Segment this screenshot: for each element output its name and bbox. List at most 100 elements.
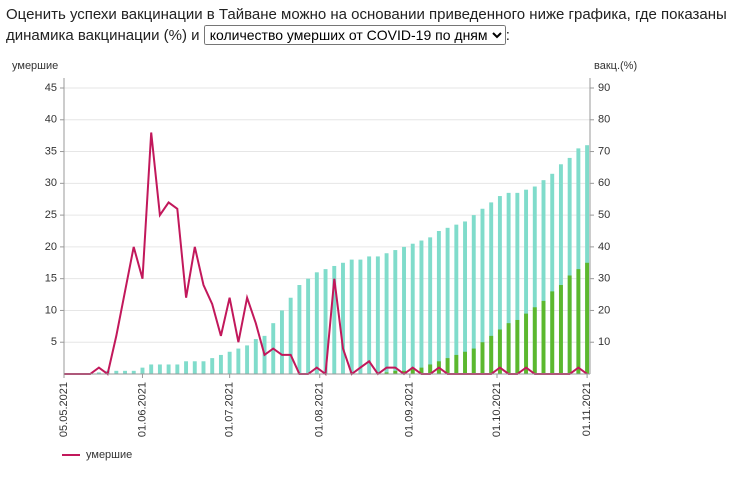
bar xyxy=(140,367,145,374)
bar xyxy=(157,364,162,374)
bar xyxy=(567,157,572,374)
bar xyxy=(279,310,284,374)
y2-tick-label: 10 xyxy=(598,336,610,348)
bar xyxy=(515,192,520,374)
y2-tick-label: 80 xyxy=(598,114,610,126)
y-tick-label: 10 xyxy=(45,304,57,316)
intro-end: : xyxy=(505,27,510,44)
legend-label: умершие xyxy=(86,449,132,461)
bar xyxy=(541,180,546,374)
bar xyxy=(550,291,555,374)
bar xyxy=(131,370,136,374)
bar xyxy=(497,196,502,374)
x-tick-label: 01.10.2021 xyxy=(491,382,503,437)
y2-tick-label: 60 xyxy=(598,177,610,189)
bar xyxy=(506,192,511,374)
bar xyxy=(245,345,250,374)
bar xyxy=(149,364,154,374)
bar xyxy=(585,262,590,374)
bar xyxy=(393,370,398,374)
x-tick-label: 01.09.2021 xyxy=(404,382,416,437)
bar xyxy=(436,231,441,374)
bar xyxy=(210,358,215,374)
bar xyxy=(367,256,372,374)
bar xyxy=(332,265,337,374)
bar xyxy=(96,372,101,374)
y2-tick-label: 40 xyxy=(598,241,610,253)
bar xyxy=(253,339,258,374)
y-axis-label: умершие xyxy=(12,60,58,72)
bar xyxy=(515,319,520,374)
bar xyxy=(166,364,171,374)
y-tick-label: 40 xyxy=(45,114,57,126)
bar xyxy=(288,297,293,374)
bar xyxy=(349,259,354,374)
bar xyxy=(576,148,581,374)
bar xyxy=(323,269,328,374)
bar xyxy=(375,256,380,374)
bar xyxy=(384,372,389,374)
bar xyxy=(192,361,197,374)
x-tick-label: 01.11.2021 xyxy=(581,382,593,436)
y-tick-label: 35 xyxy=(45,145,57,157)
bar xyxy=(550,173,555,374)
bar xyxy=(428,237,433,374)
bar xyxy=(419,367,424,374)
bar xyxy=(463,351,468,374)
bar xyxy=(410,243,415,374)
bar xyxy=(524,189,529,374)
bar xyxy=(558,164,563,374)
bar xyxy=(384,253,389,374)
header: Оценить успехи вакцинации в Тайване можн… xyxy=(6,4,734,46)
y2-tick-label: 30 xyxy=(598,273,610,285)
bar xyxy=(585,145,590,374)
bar xyxy=(454,224,459,374)
bar xyxy=(175,364,180,374)
bar xyxy=(471,348,476,374)
bar xyxy=(123,370,127,374)
bar xyxy=(524,313,529,374)
bar xyxy=(471,215,476,374)
metric-select[interactable]: количество умерших от COVID-19 по дням xyxy=(203,25,506,45)
y-tick-label: 5 xyxy=(51,336,57,348)
bar xyxy=(567,275,572,374)
y-tick-label: 45 xyxy=(45,82,57,94)
bar xyxy=(114,370,119,374)
bar xyxy=(445,358,450,374)
y-tick-label: 20 xyxy=(45,241,57,253)
bar xyxy=(184,361,189,374)
bar xyxy=(297,285,302,374)
bar xyxy=(419,240,424,374)
bar xyxy=(201,361,206,374)
y2-tick-label: 70 xyxy=(598,145,610,157)
bar xyxy=(532,186,537,374)
bar xyxy=(402,370,406,374)
bar xyxy=(393,250,398,374)
bar xyxy=(497,329,502,374)
bar xyxy=(558,285,563,374)
intro-text: Оценить успехи вакцинации в Тайване можн… xyxy=(6,6,727,44)
bar xyxy=(314,272,319,374)
bar xyxy=(218,354,223,374)
bar xyxy=(445,227,450,374)
bar xyxy=(576,269,581,374)
bar xyxy=(410,367,415,374)
bar xyxy=(341,262,345,374)
bar xyxy=(402,246,406,374)
x-tick-label: 01.08.2021 xyxy=(314,382,326,437)
x-tick-label: 01.06.2021 xyxy=(136,382,148,437)
x-tick-label: 05.05.2021 xyxy=(58,382,70,437)
bar xyxy=(480,342,485,374)
bar xyxy=(463,221,468,374)
y2-tick-label: 90 xyxy=(598,82,610,94)
bar xyxy=(227,351,232,374)
x-tick-label: 01.07.2021 xyxy=(224,382,236,437)
y2-axis-label: вакц.(%) xyxy=(594,60,637,72)
bar xyxy=(532,307,537,374)
bar xyxy=(428,364,433,374)
bar xyxy=(236,348,241,374)
bar xyxy=(489,335,494,374)
y2-tick-label: 50 xyxy=(598,209,610,221)
